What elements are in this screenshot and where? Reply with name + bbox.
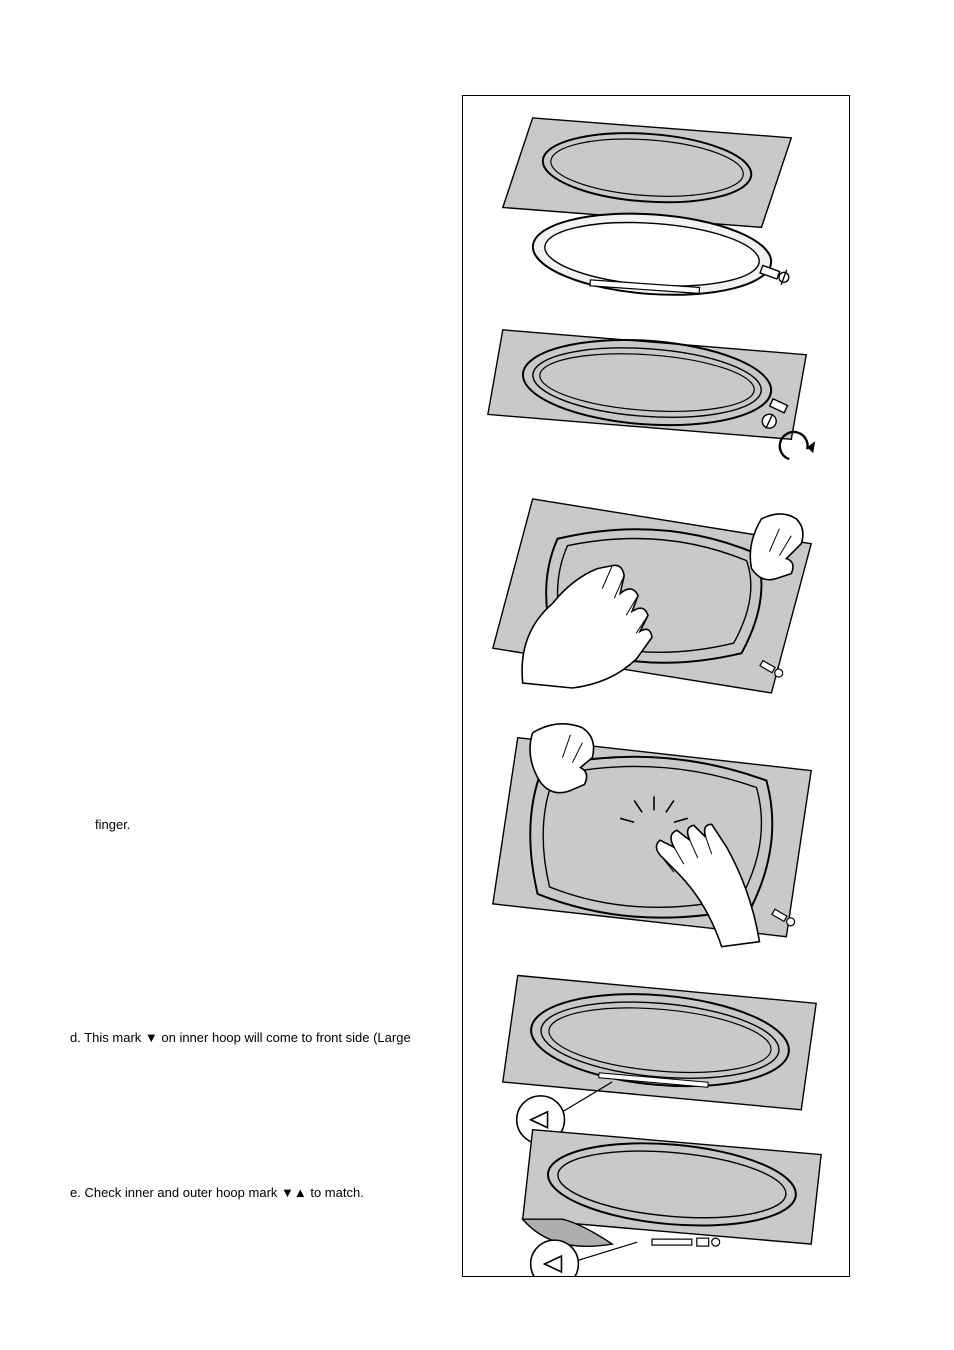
text-finger: finger. [95,815,485,835]
page: finger. d. This mark ▼ on inner hoop wil… [0,0,954,1350]
panel3-hands-stretch [493,499,811,693]
figure-svg [463,96,849,1276]
panel2-assembled-tighten [488,330,815,459]
panel5-mark-triangle [503,976,816,1144]
panel1-hoop-fabric-above [503,118,792,302]
panel6-mark-match-peel [523,1130,821,1276]
text-step-e: e. Check inner and outer hoop mark ▼▲ to… [70,1183,460,1203]
instruction-figure [462,95,850,1277]
text-step-d: d. This mark ▼ on inner hoop will come t… [70,1028,460,1048]
panel4-hands-tap [493,724,811,947]
